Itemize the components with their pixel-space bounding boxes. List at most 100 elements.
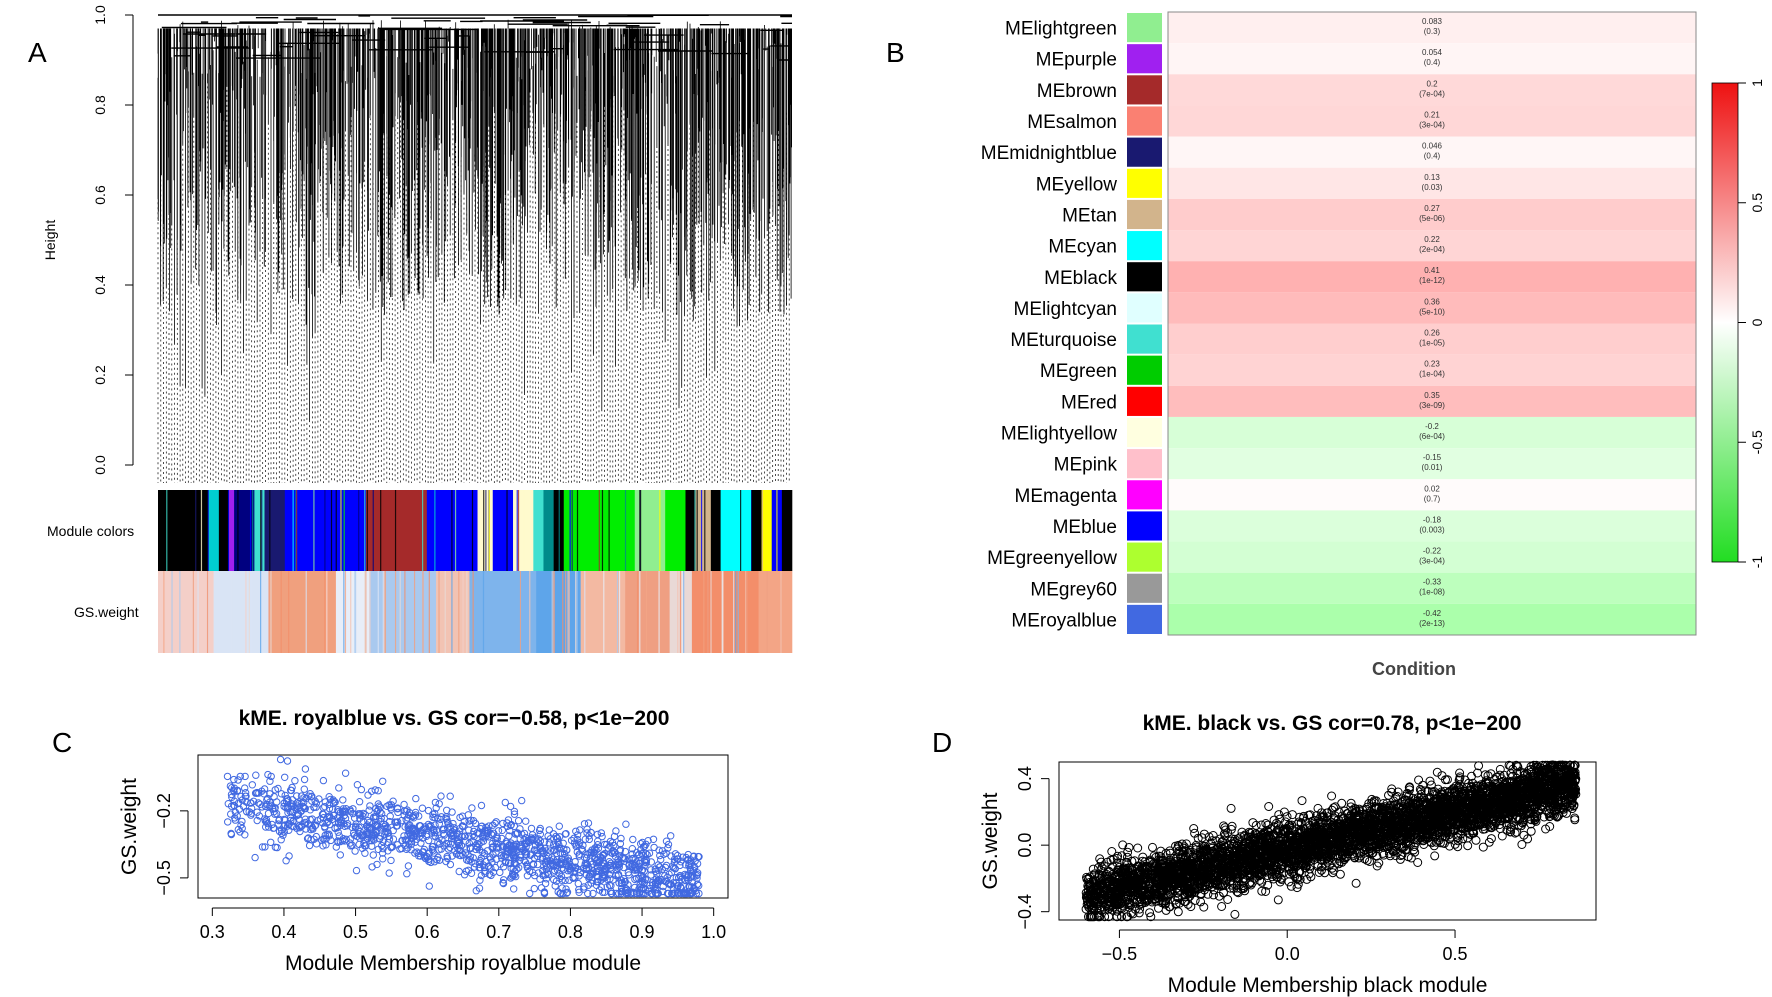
- track-stripe: [383, 571, 386, 653]
- cell-cor-text: 0.083: [1422, 17, 1443, 26]
- track-stripe: [568, 571, 570, 653]
- plot-frame: [1058, 761, 1597, 921]
- track-stripe: [335, 571, 337, 653]
- cell-p-text: (0.003): [1419, 525, 1445, 534]
- track-stripe: [381, 490, 384, 571]
- x-axis: 0.3 0.4 0.5 0.6 0.7 0.8 0.9 1.0: [200, 907, 726, 942]
- x-tick-label: 0.6: [415, 922, 440, 942]
- cell-cor-text: 0.22: [1424, 235, 1440, 244]
- colorbar-tick-label: -0.5: [1749, 430, 1765, 454]
- track-stripe: [736, 571, 738, 653]
- module-swatch: [1127, 262, 1162, 292]
- track-stripe: [576, 571, 578, 653]
- module-label: MEpink: [1054, 455, 1118, 476]
- gs-weight-label: GS.weight: [74, 604, 139, 620]
- cell-p-text: (2e-13): [1419, 619, 1445, 628]
- module-swatch: [1127, 604, 1162, 634]
- track-stripe: [659, 490, 661, 571]
- module-swatch: [1127, 293, 1162, 323]
- track-stripe: [384, 571, 387, 653]
- track-stripe: [575, 571, 577, 653]
- track-stripe: [483, 490, 485, 571]
- track-block: [513, 490, 534, 571]
- heatmap-cell: [1168, 292, 1696, 324]
- panel-label-b: B: [886, 37, 905, 68]
- track-stripe: [340, 490, 342, 571]
- cell-p-text: (0.7): [1424, 494, 1441, 503]
- panel-c-scatter: kME. royalblue vs. GS cor=−0.58, p<1e−20…: [118, 707, 729, 975]
- heatmap-cell: [1168, 167, 1696, 199]
- x-tick-label: 1.0: [701, 922, 726, 942]
- scatter-point-marks: [223, 755, 703, 898]
- track-stripe: [160, 490, 162, 571]
- track-stripe: [679, 571, 682, 653]
- track-stripe: [343, 571, 345, 653]
- cell-cor-text: 0.054: [1422, 48, 1443, 57]
- x-axis-label: Module Membership royalblue module: [285, 952, 641, 975]
- cell-p-text: (0.4): [1424, 152, 1441, 161]
- heatmap-cell: [1168, 603, 1696, 635]
- heatmap-row: MEgreenyellow -0.22(3e-04): [987, 541, 1696, 573]
- heatmap-cell: [1168, 479, 1696, 511]
- track-stripe: [295, 490, 297, 571]
- heatmap-cell: [1168, 261, 1696, 293]
- track-stripe: [720, 490, 722, 571]
- x-tick-label: 0.5: [1443, 944, 1468, 964]
- module-swatch: [1127, 449, 1162, 479]
- x-axis: −0.5 0.0 0.5: [1102, 929, 1468, 964]
- heatmap-row: MEsalmon 0.21(3e-04): [1027, 105, 1696, 137]
- track-stripe: [576, 490, 579, 571]
- x-tick-label: −0.5: [1102, 944, 1138, 964]
- track-stripe: [516, 490, 518, 571]
- heatmap-frame: [1167, 11, 1697, 636]
- scatter-c-title: kME. royalblue vs. GS cor=−0.58, p<1e−20…: [239, 707, 670, 730]
- module-swatch: [1127, 106, 1162, 136]
- panel-d-scatter: kME. black vs. GS cor=0.78, p<1e−200 −0.…: [979, 712, 1597, 997]
- track-stripe: [444, 571, 446, 653]
- track-stripe: [365, 490, 367, 571]
- colorbar-tick-label: 0.5: [1749, 193, 1765, 213]
- track-stripe: [636, 571, 639, 653]
- colorbar-gradient: [1711, 82, 1739, 563]
- track-stripe: [569, 490, 571, 571]
- dendrogram-y-label: Height: [42, 220, 58, 261]
- track-block: [758, 571, 793, 653]
- track-stripe: [496, 490, 498, 571]
- scatter-point-marks: [1081, 760, 1581, 922]
- heatmap-row: MEpink -0.15(0.01): [1054, 448, 1696, 480]
- track-stripe: [382, 571, 384, 653]
- y-tick-label: 0.0: [1015, 833, 1035, 858]
- cell-p-text: (2e-04): [1419, 245, 1445, 254]
- module-swatch: [1127, 480, 1162, 510]
- track-stripe: [434, 490, 436, 571]
- track-stripe: [243, 490, 245, 571]
- cell-p-text: (1e-08): [1419, 588, 1445, 597]
- track-stripe: [696, 490, 698, 571]
- track-stripe: [506, 490, 508, 571]
- track-block: [208, 490, 220, 571]
- module-colors-label: Module colors: [47, 523, 134, 539]
- module-swatch: [1127, 75, 1162, 105]
- cell-p-text: (7e-04): [1419, 89, 1445, 98]
- track-stripe: [703, 571, 705, 653]
- module-label: MEtan: [1062, 205, 1117, 226]
- scatter-points: [223, 755, 703, 898]
- heatmap-row: MEblue -0.18(0.003): [1053, 510, 1696, 542]
- cell-p-text: (1e-05): [1419, 339, 1445, 348]
- track-stripe: [350, 571, 352, 653]
- track-stripe: [766, 571, 768, 653]
- module-swatch: [1127, 168, 1162, 198]
- cell-p-text: (3e-04): [1419, 557, 1445, 566]
- module-swatch: [1127, 231, 1162, 261]
- dendrogram-tree: [157, 14, 792, 483]
- y-axis: −0.2 −0.5: [154, 793, 189, 896]
- cell-cor-text: 0.23: [1424, 360, 1440, 369]
- heatmap-cell: [1168, 230, 1696, 262]
- track-stripe: [735, 571, 737, 653]
- panel-label-a: A: [28, 37, 47, 68]
- cell-p-text: (0.3): [1424, 27, 1441, 36]
- track-block: [665, 490, 686, 571]
- cell-cor-text: -0.2: [1425, 422, 1439, 431]
- cell-p-text: (0.03): [1422, 183, 1443, 192]
